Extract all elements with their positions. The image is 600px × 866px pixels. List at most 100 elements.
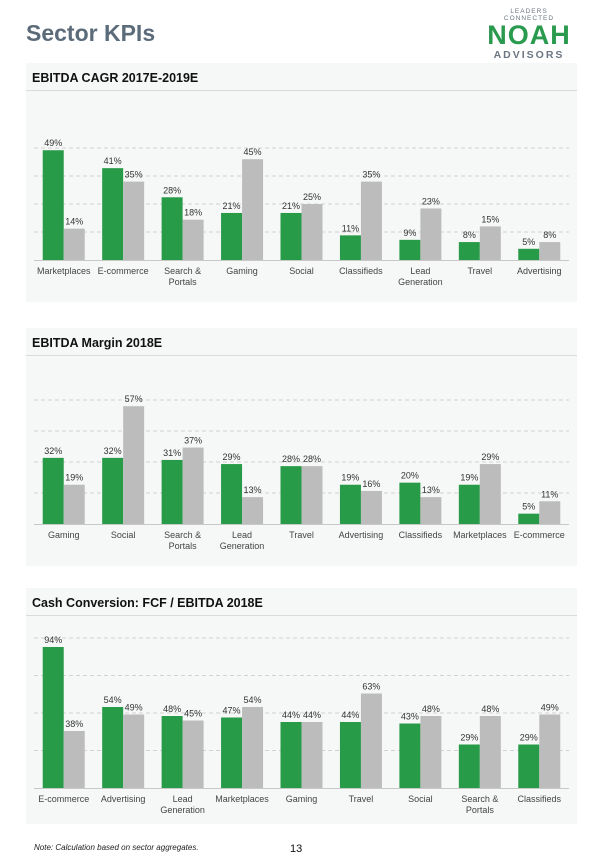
data-label: 35% (362, 170, 380, 180)
bars: 94%54%48% 47% 44% 44% 43%29% 29%38%49%45%54%4… (42, 635, 561, 788)
x-tick-labels: Marketplaces E-commerce Search & Portals Gam… (37, 266, 562, 287)
data-label: 11% (342, 223, 359, 233)
united-states-bar (539, 501, 561, 524)
x-tick-label: Advertising (339, 530, 384, 540)
x-tick-label: Classifieds (339, 266, 383, 276)
x-tick-label: Marketplaces (453, 530, 507, 540)
x-tick-label: Travel (349, 794, 374, 804)
x-tick-label: Search & Portals (461, 794, 498, 815)
x-tick-label: Lead Generation (220, 530, 265, 551)
x-tick-label: Advertising (101, 794, 146, 804)
x-tick-label: Search & Portals (164, 266, 201, 287)
data-label: 54% (244, 695, 262, 705)
united-states-bar (539, 242, 561, 260)
united-states-bar (420, 716, 442, 788)
data-label: 28% (282, 454, 300, 464)
united-states-bar (123, 714, 145, 788)
europe-bar (221, 212, 243, 260)
logo-name: NOAH (487, 20, 571, 50)
x-tick-label: Gaming (48, 530, 80, 540)
data-label: 28% (163, 185, 181, 195)
united-states-bar (301, 466, 323, 524)
x-tick-label: Social (408, 794, 433, 804)
footnote: Note: Calculation based on sector aggreg… (34, 843, 199, 852)
ebitda-margin-chart: 32% 32% 31% 29% 28% 19% 20% 19% 5% 19% 57% 37% 13% 28… (34, 394, 569, 551)
x-tick-label: Advertising (517, 266, 562, 276)
x-tick-label: Social (111, 530, 136, 540)
europe-bar (161, 716, 183, 788)
united-states-bar (420, 497, 442, 524)
united-states-bar (301, 722, 323, 788)
united-states-bar (242, 707, 264, 788)
data-label: 13% (422, 485, 440, 495)
data-label: 48% (163, 704, 181, 714)
bars: 32% 32% 31% 29% 28% 19% 20% 19% 5% 19% 57% 37% 13% 28… (42, 394, 561, 524)
europe-bar (458, 484, 480, 524)
united-states-bar (182, 219, 204, 260)
europe-bar (42, 647, 64, 788)
data-label: 8% (543, 230, 556, 240)
united-states-bar (242, 159, 264, 260)
data-label: 35% (125, 170, 143, 180)
data-label: 38% (65, 719, 83, 729)
europe-bar (221, 464, 243, 524)
united-states-bar (182, 720, 204, 788)
data-label: 8% (463, 230, 476, 240)
cash-conversion-panel: Cash Conversion: FCF / EBITDA 2018E 94% 5… (26, 588, 577, 824)
x-tick-label: Marketplaces (215, 794, 269, 804)
europe-bar (280, 722, 302, 788)
x-tick-label: Gaming (226, 266, 258, 276)
data-label: 57% (125, 394, 143, 404)
data-label: 21% (223, 201, 241, 211)
data-label: 19% (460, 473, 478, 483)
page-title: Sector KPIs (26, 20, 156, 46)
data-label: 23% (422, 196, 440, 206)
data-label: 9% (403, 228, 416, 238)
cash-conversion-chart: 94%54%48% 47% 44% 44% 43%29% 29%38%49%45%54%4… (34, 635, 569, 815)
x-tick-label: Classifieds (399, 530, 443, 540)
united-states-bar (301, 204, 323, 260)
europe-bar (102, 707, 124, 788)
united-states-bar (123, 406, 145, 524)
data-label: 54% (104, 695, 122, 705)
data-label: 20% (401, 471, 419, 481)
logo-subname: ADVISORS (493, 49, 565, 61)
data-label: 29% (481, 452, 499, 462)
logo-tagline: LEADERS CONNECTED (503, 8, 555, 22)
data-label: 11% (541, 489, 558, 499)
united-states-bar (63, 731, 85, 788)
europe-bar (518, 248, 540, 260)
data-label: 16% (362, 479, 380, 489)
data-label: 49% (44, 138, 62, 148)
united-states-bar (479, 464, 501, 524)
europe-bar (161, 197, 183, 260)
united-states-bar (360, 490, 382, 524)
page-number: 13 (290, 843, 303, 855)
data-label: 94% (44, 635, 62, 645)
europe-bar (339, 484, 361, 524)
data-label: 32% (104, 446, 122, 456)
data-label: 48% (422, 704, 440, 714)
united-states-bar (182, 447, 204, 524)
europe-bar (458, 242, 480, 260)
data-label: 14% (65, 217, 83, 227)
europe-bar (339, 722, 361, 788)
united-states-bar (479, 226, 501, 260)
chart-title: EBITDA CAGR 2017E-2019E (26, 63, 577, 91)
bars: 49% 41% 28% 21% 21% 11% 9% 8% 5% 14% 35% 18% 45% 25% 3… (42, 138, 561, 260)
europe-bar (339, 235, 361, 260)
europe-bar (161, 459, 183, 524)
europe-bar (42, 457, 64, 524)
data-label: 63% (362, 682, 380, 692)
data-label: 41% (104, 156, 122, 166)
x-tick-label: E-commerce (38, 794, 89, 804)
data-label: 44% (341, 710, 359, 720)
europe-bar (458, 744, 480, 788)
data-label: 5% (522, 502, 535, 512)
data-label: 29% (460, 733, 478, 743)
data-label: 37% (184, 436, 202, 446)
x-tick-label: Travel (467, 266, 492, 276)
europe-bar (280, 212, 302, 260)
europe-bar (221, 717, 243, 788)
data-label: 44% (282, 710, 300, 720)
